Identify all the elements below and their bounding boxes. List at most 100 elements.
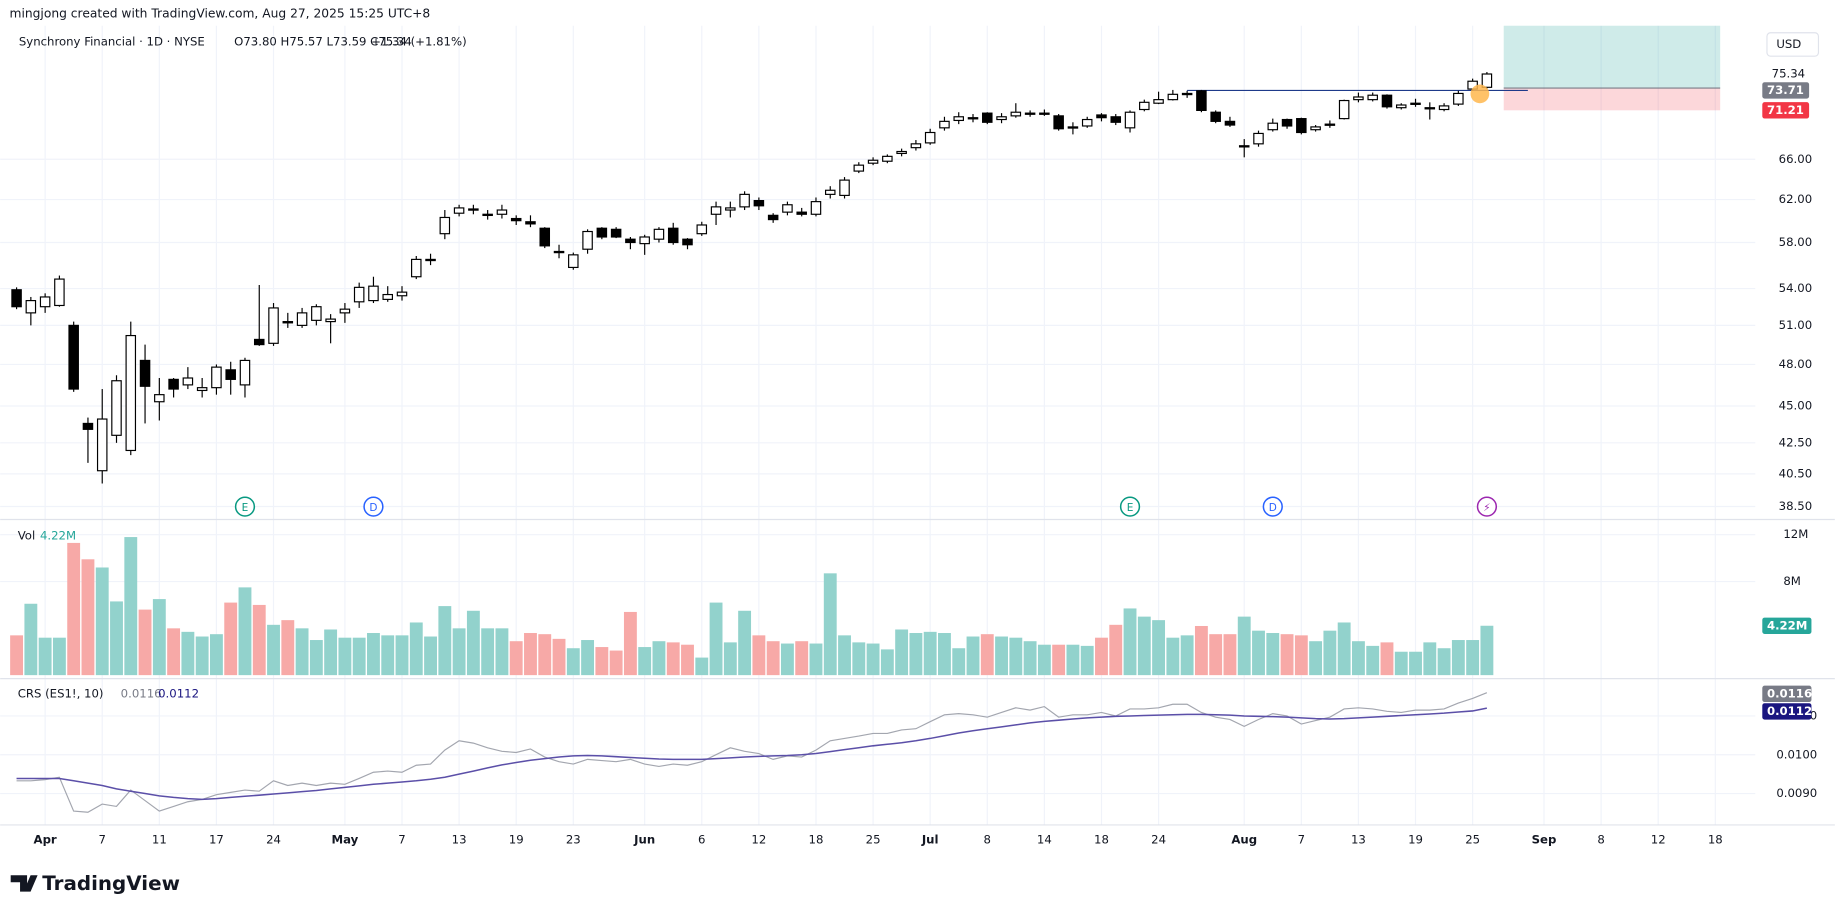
volume-bar bbox=[1137, 616, 1151, 676]
event-label: E bbox=[1127, 502, 1134, 514]
candle-body bbox=[54, 278, 65, 307]
volume-bar bbox=[495, 628, 509, 676]
volume-tag: 4.22M bbox=[1767, 618, 1807, 632]
volume-bar bbox=[1095, 637, 1108, 676]
volume-bar bbox=[980, 634, 994, 676]
candle-body bbox=[1067, 126, 1079, 129]
y-tick-label: 40.50 bbox=[1779, 466, 1812, 480]
candle-body bbox=[1081, 118, 1093, 127]
candle-body bbox=[439, 216, 451, 235]
x-tick-label: 14 bbox=[1037, 833, 1052, 847]
candle-body bbox=[1238, 145, 1250, 148]
candle-body bbox=[839, 179, 850, 196]
candle-body bbox=[411, 258, 422, 278]
candle-body bbox=[853, 164, 865, 172]
candle-body bbox=[396, 291, 408, 297]
candle-body bbox=[325, 318, 336, 323]
x-tick-label: 19 bbox=[509, 833, 524, 847]
x-tick-label: 7 bbox=[99, 833, 106, 847]
x-tick-label: 6 bbox=[698, 833, 705, 847]
candle-body bbox=[596, 227, 608, 238]
candle-body bbox=[1139, 101, 1150, 111]
volume-bar bbox=[152, 599, 166, 676]
candle-body bbox=[1039, 112, 1050, 115]
x-tick-label: Jun bbox=[633, 833, 655, 847]
volume-bar bbox=[1166, 637, 1180, 676]
currency-box[interactable] bbox=[1766, 32, 1820, 57]
candle-body bbox=[653, 228, 665, 240]
stop-price-tag-bg bbox=[1762, 102, 1810, 119]
volume-bar bbox=[209, 634, 223, 676]
x-tick-label: 7 bbox=[1298, 833, 1305, 847]
candle-body bbox=[196, 387, 208, 392]
y-tick-label: 54.00 bbox=[1779, 281, 1812, 295]
crs-tag: 0.0116 bbox=[1767, 686, 1812, 700]
candle-body bbox=[1267, 122, 1279, 131]
volume-bar bbox=[566, 648, 580, 676]
volume-bar bbox=[1194, 625, 1208, 676]
candle-body bbox=[867, 159, 879, 164]
volume-bar bbox=[1337, 622, 1351, 676]
crs-tag: 0.0112 bbox=[1767, 704, 1812, 718]
volume-bar bbox=[1237, 616, 1251, 676]
volume-bar bbox=[780, 643, 794, 676]
candle-body bbox=[725, 207, 736, 211]
volume-bar bbox=[995, 636, 1008, 676]
candle-body bbox=[1353, 96, 1364, 101]
volume-bar bbox=[295, 628, 309, 676]
byline: mingjong created with TradingView.com, A… bbox=[10, 7, 431, 21]
candle-body bbox=[1424, 107, 1436, 110]
candle-body bbox=[953, 116, 964, 122]
y-tick-label: 58.00 bbox=[1779, 235, 1812, 249]
candle-body bbox=[339, 308, 351, 314]
event-marker bbox=[234, 496, 256, 517]
candle-body bbox=[1153, 99, 1164, 104]
candle-body bbox=[111, 380, 122, 436]
candle-body bbox=[139, 359, 151, 387]
volume-legend-value: 4.22M bbox=[40, 528, 76, 542]
volume-bar bbox=[181, 631, 195, 676]
volume-bar bbox=[1037, 644, 1051, 676]
candle-body bbox=[1281, 118, 1293, 127]
x-tick-label: Sep bbox=[1532, 833, 1557, 847]
candle-body bbox=[682, 238, 693, 246]
volume-bar bbox=[1394, 651, 1408, 676]
candle-body bbox=[896, 150, 907, 155]
candle-body bbox=[1338, 99, 1350, 120]
volume-bar bbox=[338, 637, 352, 676]
x-tick-label: 17 bbox=[209, 833, 224, 847]
event-label: ⚡ bbox=[1483, 502, 1490, 514]
stop-price-tag: 71.21 bbox=[1767, 103, 1804, 117]
candle-body bbox=[1296, 118, 1307, 134]
candle-body bbox=[1481, 73, 1493, 88]
volume-bar bbox=[638, 647, 652, 676]
candle-body bbox=[967, 117, 979, 120]
x-tick-label: 19 bbox=[1408, 833, 1423, 847]
candle-body bbox=[268, 307, 279, 344]
volume-bar bbox=[10, 635, 24, 676]
candle-body bbox=[568, 254, 579, 269]
volume-bar bbox=[1223, 634, 1237, 676]
candle-body bbox=[582, 230, 593, 250]
event-marker bbox=[363, 496, 384, 517]
volume-bar bbox=[167, 628, 181, 676]
crs-title: CRS (ES1!, 10) bbox=[18, 686, 104, 700]
volume-bar bbox=[395, 635, 409, 676]
y-tick-label: 48.00 bbox=[1779, 357, 1812, 371]
volume-bar bbox=[1066, 644, 1080, 676]
volume-bar bbox=[110, 601, 123, 676]
candle-body bbox=[482, 213, 493, 217]
candle-body bbox=[553, 250, 565, 254]
x-tick-label: 7 bbox=[398, 833, 405, 847]
candle-body bbox=[1010, 111, 1022, 117]
y-tick-label: 66.00 bbox=[1779, 152, 1812, 166]
candle-body bbox=[824, 189, 836, 195]
volume-bar bbox=[738, 610, 752, 676]
logo: TradingView bbox=[10, 872, 180, 895]
volume-bar bbox=[752, 635, 766, 676]
candle-body bbox=[1167, 93, 1179, 101]
volume-bar bbox=[1009, 637, 1023, 676]
volume-bar bbox=[38, 637, 52, 676]
volume-bar bbox=[95, 567, 109, 676]
